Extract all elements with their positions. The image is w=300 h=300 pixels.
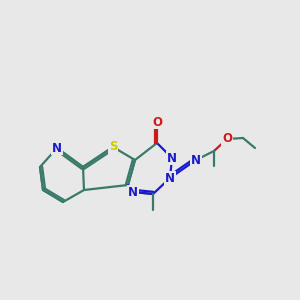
- Text: N: N: [167, 152, 177, 164]
- Text: N: N: [191, 154, 201, 166]
- Text: N: N: [128, 185, 138, 199]
- Text: O: O: [222, 133, 232, 146]
- Text: N: N: [165, 172, 175, 184]
- Text: O: O: [152, 116, 162, 128]
- Text: S: S: [109, 140, 117, 154]
- Text: N: N: [52, 142, 62, 154]
